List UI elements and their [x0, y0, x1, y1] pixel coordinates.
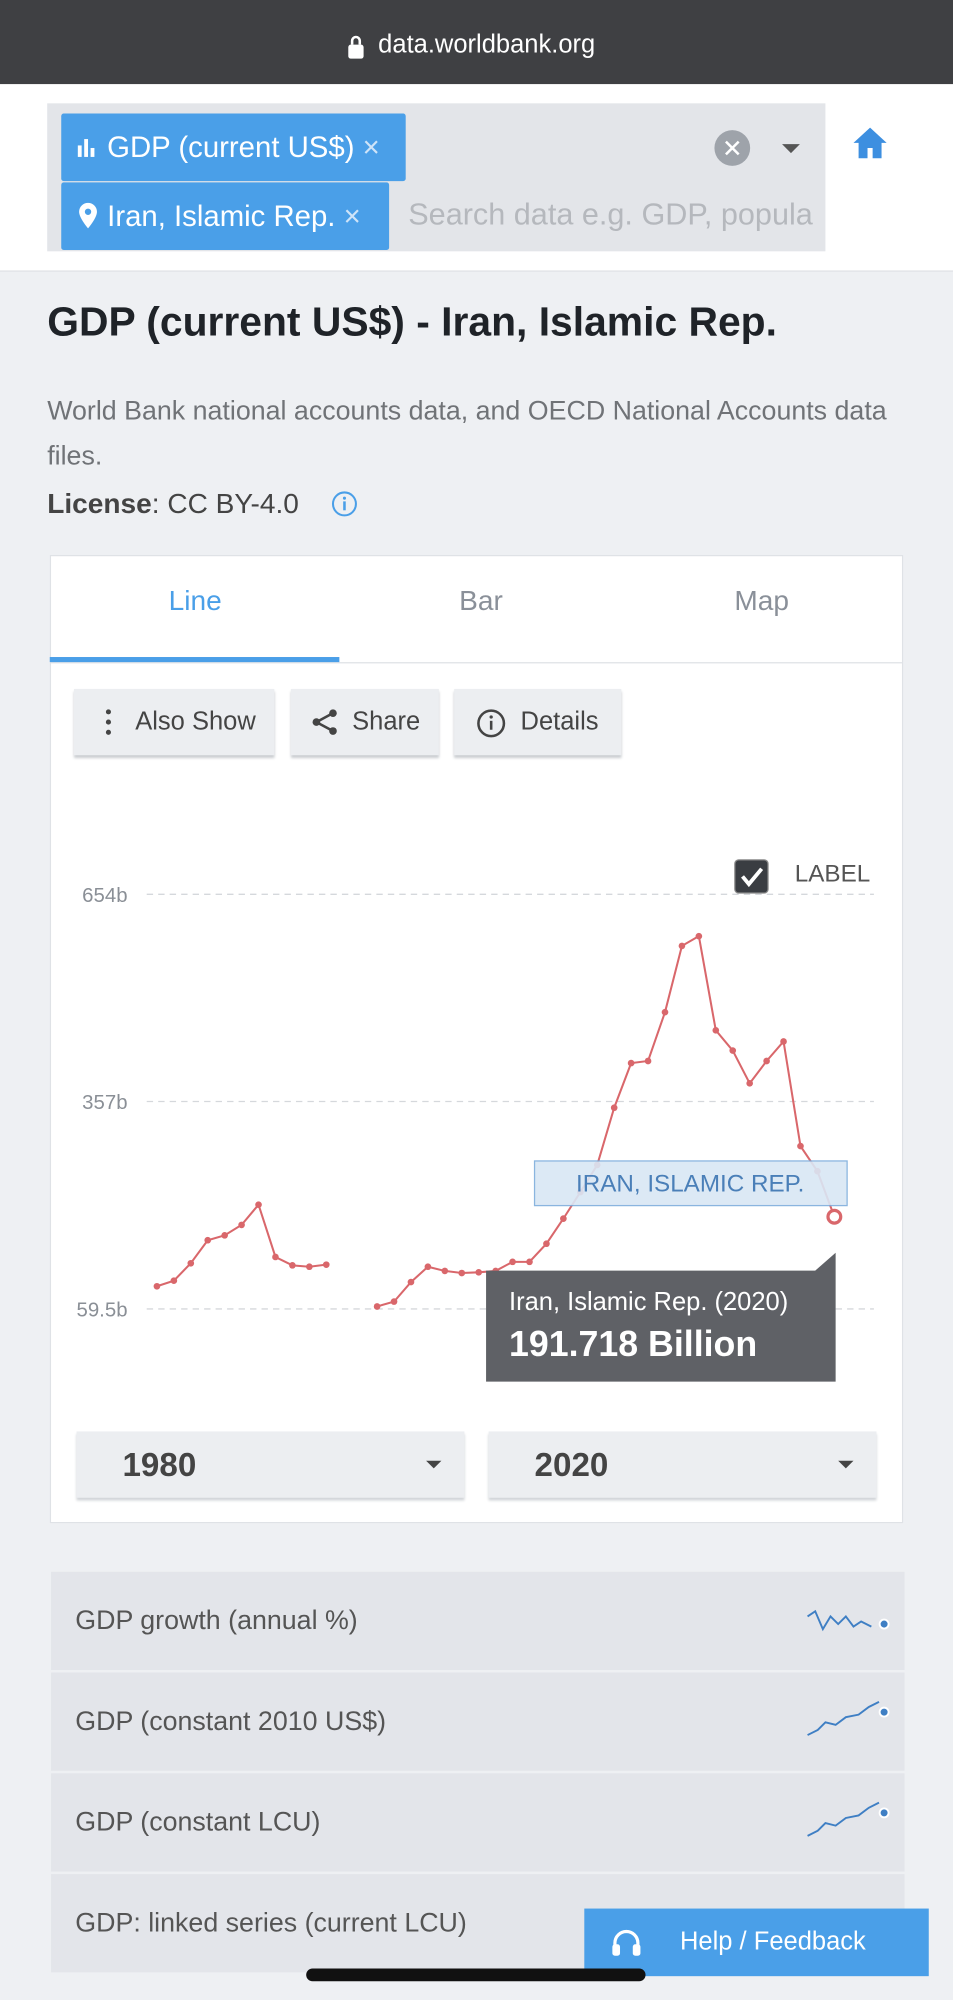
- home-icon[interactable]: [851, 125, 889, 161]
- check: [741, 867, 764, 888]
- page-title: GDP (current US$) - Iran, Islamic Rep.: [47, 298, 777, 345]
- data-point: [187, 1259, 195, 1267]
- select-text: 1980: [122, 1445, 197, 1484]
- data-point: [221, 1232, 228, 1239]
- status-bar: data.worldbank.org: [0, 0, 953, 85]
- headset-icon: [612, 1930, 641, 1956]
- tooltip: [486, 1252, 836, 1382]
- data-point: [170, 1277, 178, 1285]
- data-point: [695, 932, 703, 940]
- country-chip[interactable]: Iran, Islamic Rep. ×: [61, 182, 390, 251]
- related-item[interactable]: GDP growth (annual %): [51, 1571, 905, 1670]
- related-item[interactable]: GDP (constant LCU): [51, 1773, 905, 1872]
- y-tick-label: 59.5b: [76, 1300, 127, 1322]
- chip-text: GDP (current US$): [107, 130, 355, 164]
- button-text: Details: [520, 708, 599, 737]
- help-text: Help / Feedback: [679, 1927, 866, 1956]
- data-point: [373, 1303, 381, 1310]
- start-year-select[interactable]: 1980: [76, 1431, 465, 1498]
- label-checkbox: [734, 859, 769, 894]
- share-icon: [312, 709, 337, 735]
- tooltip-value: 191.718 Billion: [509, 1324, 757, 1364]
- data-point: [272, 1253, 279, 1261]
- data-point: [644, 1057, 652, 1065]
- data-point: [678, 942, 686, 950]
- details-button[interactable]: Details: [454, 688, 622, 756]
- related-text: GDP: linked series (current LCU): [75, 1908, 467, 1938]
- related-item[interactable]: GDP (constant 2010 US$): [51, 1672, 905, 1771]
- data-point: [407, 1278, 415, 1286]
- label-toggle-text: LABEL: [795, 861, 870, 888]
- related-text: GDP growth (annual %): [75, 1606, 358, 1636]
- data-point: [255, 1201, 262, 1208]
- y-tick-label: 654b: [82, 885, 127, 907]
- button-text: Also Show: [135, 708, 256, 737]
- data-point: [424, 1263, 432, 1271]
- data-point: [509, 1258, 516, 1266]
- license-label: License: [47, 487, 152, 520]
- data-point: [153, 1282, 161, 1290]
- series-label-box: [533, 1160, 848, 1207]
- data-point: [627, 1059, 635, 1067]
- chip-text: Iran, Islamic Rep.: [107, 199, 336, 233]
- select-text: 2020: [534, 1445, 609, 1484]
- data-point: [322, 1261, 330, 1268]
- data-point: [441, 1267, 449, 1275]
- data-point: [610, 1104, 618, 1112]
- tab-divider: [51, 662, 902, 664]
- data-point: [746, 1080, 753, 1087]
- end-year-select[interactable]: 2020: [488, 1431, 877, 1498]
- y-tick-label: 357b: [82, 1092, 127, 1114]
- data-point: [458, 1269, 466, 1277]
- url: data.worldbank.org: [378, 30, 596, 59]
- help-button[interactable]: Help / Feedback: [584, 1908, 929, 1977]
- data-point: [526, 1258, 533, 1266]
- pin-icon: [79, 202, 97, 229]
- series-label: IRAN, ISLAMIC REP.: [576, 1171, 804, 1198]
- data-point: [289, 1262, 296, 1269]
- button-text: Share: [352, 708, 421, 737]
- data-point: [306, 1263, 313, 1271]
- search-controls[interactable]: [712, 128, 814, 169]
- data-point: [797, 1142, 804, 1150]
- related-text: GDP (constant LCU): [75, 1807, 321, 1838]
- home-indicator: [306, 1968, 646, 1982]
- lock-icon: [348, 35, 364, 59]
- line-chart: 59.5b 357b 654b LABEL IRAN, ISLAMIC REP. Iran…: [76, 859, 874, 1382]
- info-icon[interactable]: [330, 490, 358, 518]
- tab[interactable]: Bar: [459, 584, 503, 617]
- data-point: [390, 1298, 398, 1305]
- license: License: CC BY-4.0: [47, 487, 299, 520]
- caret: [838, 1460, 854, 1469]
- data-point: [763, 1057, 770, 1065]
- data-point: [826, 1208, 843, 1225]
- search-placeholder[interactable]: Search data e.g. GDP, popula: [408, 197, 813, 233]
- info-icon: [477, 709, 506, 738]
- tab[interactable]: Line: [168, 584, 222, 617]
- active-tab-indicator: [49, 657, 340, 663]
- data-point: [475, 1269, 483, 1276]
- license-value: : CC BY-4.0: [151, 487, 299, 520]
- sparklines: [807, 1609, 890, 1837]
- bar-icon: [77, 139, 95, 157]
- tooltip-title: Iran, Islamic Rep. (2020): [509, 1288, 788, 1316]
- series-line: [156, 934, 836, 1308]
- source-text: World Bank national accounts data, and O…: [47, 396, 887, 471]
- data-point: [543, 1240, 550, 1248]
- data-point: [780, 1038, 787, 1045]
- data-point: [204, 1236, 212, 1244]
- caret: [426, 1460, 442, 1469]
- data-point: [560, 1215, 567, 1222]
- data-point: [729, 1047, 737, 1054]
- data-point: [238, 1221, 245, 1229]
- indicator-chip[interactable]: GDP (current US$) ×: [61, 113, 406, 182]
- data-point: [661, 1008, 669, 1016]
- tab[interactable]: Map: [734, 584, 789, 617]
- data-point: [712, 1026, 720, 1034]
- dots-icon: [105, 709, 111, 735]
- related-text: GDP (constant 2010 US$): [75, 1706, 387, 1737]
